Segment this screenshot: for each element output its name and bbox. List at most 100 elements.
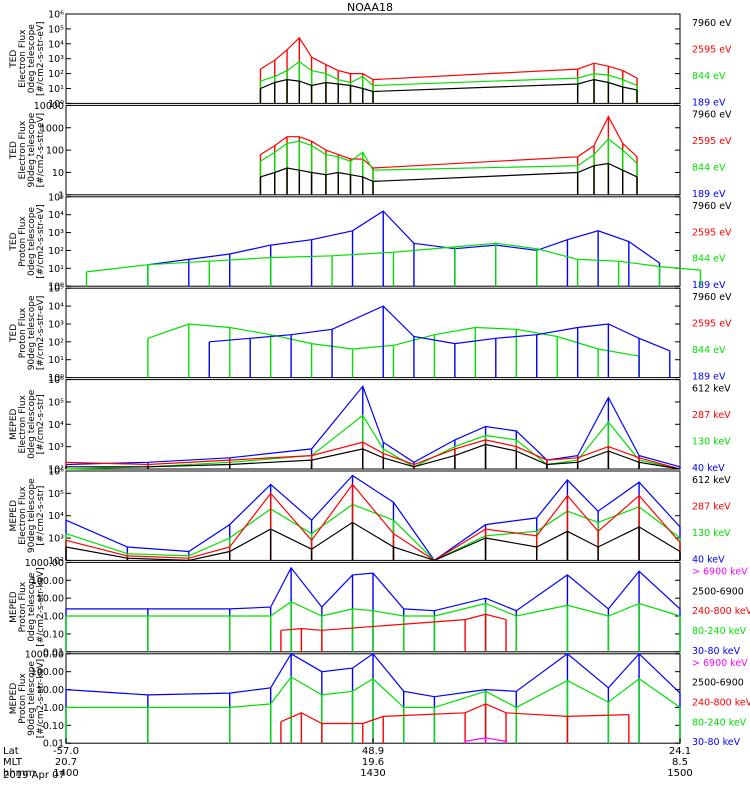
x-tick-label-hhmm: 1430 [360,768,385,779]
y-tick-label: 10⁵ [48,489,64,500]
y-axis-label-line: 0deg telescope [27,389,37,459]
series-line-10 [65,385,681,468]
x-tick-label-lat: 48.9 [362,746,384,757]
y-axis-label-line: 90deg telescope [27,478,37,553]
y-tick-label: 10⁰ [48,99,64,110]
y-tick-label: 10² [48,465,64,476]
channel-label: 287 keV [692,501,731,512]
y-tick-label: 10² [48,556,64,567]
y-axis-label: MEPED Electron Flux 0deg telescope [#/cm2-s… [9,389,46,459]
series-line-5 [260,162,638,183]
y-axis-label-line: 0deg telescope [27,207,37,277]
chart-title: NOAA18 [347,1,393,14]
channel-label: 844 eV [692,345,726,356]
channel-label: 40 keV [692,463,725,474]
y-axis-label-line: 0deg telescope [27,572,37,642]
y-axis-label-line: Proton Flux [18,673,28,724]
channel-label: 189 eV [692,189,726,200]
y-axis-label-line: [#/cm2-s-str-keV] [36,659,46,738]
y-tick-label: 0.01 [43,739,64,750]
channel-label: 7960 eV [692,18,732,29]
y-axis-label-line: TED [9,50,19,69]
channel-label: 844 eV [692,162,726,173]
y-axis-label-line: TED [9,324,19,343]
y-tick-label: 10⁵ [48,192,64,203]
x-row-label: Lat [3,746,19,757]
x-tick-label-hhmm: 1500 [667,768,692,779]
y-axis-label-line: [#/cm2-s-str] [36,394,46,454]
y-axis-label-line: 0deg telescope [27,24,37,94]
series-line-6 [147,210,660,266]
y-tick-label: 1000.00 [25,558,64,569]
y-tick-label: 10⁵ [48,284,64,295]
y-tick-label: 1000.00 [25,649,64,660]
x-tick-label-hhmm: 1400 [53,768,78,779]
channel-label: 7960 eV [692,201,732,212]
y-tick-label: 1.00 [43,612,64,623]
y-tick-label: 1.00 [43,703,64,714]
y-axis-label: TED Proton Flux 90deg telescope [#/cm2-s-st… [9,295,46,370]
x-tick-label-mlt: 19.6 [362,757,384,768]
channel-label: 612 keV [692,384,731,395]
series-line-18 [66,566,681,612]
y-axis-label-line: Electron Flux [18,120,28,179]
channel-label: 130 keV [692,528,731,539]
series-line-24 [464,737,507,742]
y-tick-label: 100.00 [31,576,64,587]
channel-label: 612 keV [692,475,731,486]
y-axis-label-line: 90deg telescope [27,661,37,736]
y-tick-label: 10¹ [48,355,64,366]
y-axis-label-line: [#/cm2-s-str-keV] [36,567,46,646]
channel-label: 2500-6900 [692,678,744,689]
series-line-1 [260,60,638,87]
y-tick-label: 1000 [40,123,64,134]
y-tick-label: 10⁶ [48,10,64,21]
channel-label: 189 eV [692,372,726,383]
series-line-23 [280,703,629,725]
y-axis-label-line: 90deg telescope [27,112,37,187]
y-axis-label: MEPED Electron Flux 90deg telescope [#/cm2-… [9,478,46,553]
channel-label: 2595 eV [692,227,732,238]
y-tick-label: 100 [46,146,64,157]
y-axis-label-line: Proton Flux [18,216,28,267]
y-tick-label: 0.10 [43,629,64,640]
y-tick-label: 0.01 [43,647,64,658]
channel-label: 7960 eV [692,292,732,303]
panel-frame [65,470,681,561]
series-line-9 [209,305,671,352]
channel-label: 7960 eV [692,109,732,120]
y-tick-label: 10² [48,69,64,80]
panel-frame [65,561,681,653]
channel-label: 2500-6900 [692,586,744,597]
x-tick-label-lat: -57.0 [53,746,79,757]
y-tick-label: 10² [48,337,64,348]
series-line-22 [66,676,681,709]
y-tick-label: 10⁶ [48,467,64,478]
panel-frame [65,379,681,470]
y-axis-label-line: MEPED [9,500,19,532]
series-line-14 [65,474,681,562]
y-tick-label: 10⁴ [48,302,64,313]
series-line-11 [65,414,681,470]
panel-frame [65,196,681,287]
y-axis-label-line: MEPED [9,683,19,715]
y-axis-label-line: Proton Flux [18,307,28,358]
y-axis-label-line: MEPED [9,591,19,623]
y-axis-label-line: TED [9,232,19,251]
channel-label: 40 keV [692,554,725,565]
channel-label: 2595 eV [692,136,732,147]
channel-label: 844 eV [692,254,726,265]
y-axis-label: TED Electron Flux 0deg telescope [#/cm2-s-s… [9,21,46,96]
chart-date: 2019 Apr 07 [3,770,65,781]
y-axis-label-line: Electron Flux [18,394,28,453]
channel-label: 189 eV [692,280,726,291]
y-tick-label: 10³ [48,319,64,330]
